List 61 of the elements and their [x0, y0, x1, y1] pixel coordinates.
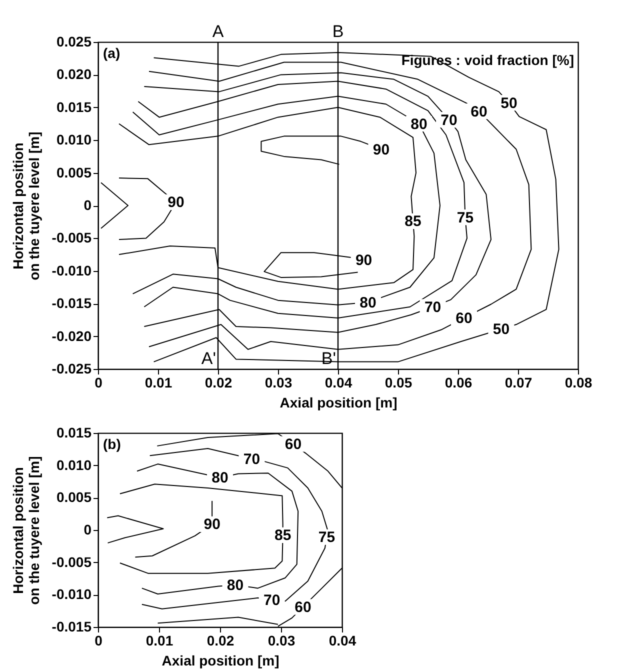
x-tick-label: 0: [94, 374, 103, 390]
annotation: 80: [212, 470, 228, 487]
x-axis-title: Axial position [m]: [280, 394, 398, 410]
x-tick-label: 0: [94, 632, 103, 648]
ref-line-label: A: [212, 22, 224, 41]
annotation: 80: [360, 294, 376, 312]
x-tick-label: 0.03: [264, 374, 292, 390]
y-tick-label: 0.010: [56, 132, 92, 148]
annotation: 80: [410, 116, 428, 133]
y-tick-label: 0.015: [56, 98, 92, 115]
y-tick-label: -0.025: [52, 360, 92, 376]
x-tick-label: 0.03: [268, 632, 296, 648]
x-tick-label: 0.05: [384, 374, 412, 390]
annotation: 90: [204, 516, 220, 534]
x-tick-label: 0.04: [324, 374, 352, 390]
y-tick-label: -0.010: [52, 262, 92, 278]
annotation: A': [201, 349, 216, 368]
annotation: 85: [404, 213, 422, 230]
y-tick-label: 0.020: [56, 66, 92, 82]
x-tick-label: 0.07: [504, 374, 532, 390]
x-tick-label: 0.01: [146, 632, 174, 648]
annotation: 75: [318, 529, 336, 546]
x-tick-label: 0.06: [444, 374, 472, 390]
annotation: 90: [355, 252, 372, 269]
annotation: 90: [168, 194, 184, 212]
y-tick-label: 0.010: [56, 456, 92, 473]
x-tick-label: 0.01: [144, 374, 172, 390]
y-tick-label: -0.010: [52, 586, 92, 602]
x-axis-title: Axial position [m]: [162, 652, 280, 668]
y-tick-label: -0.015: [52, 295, 92, 312]
y-tick-label: 0: [84, 197, 92, 213]
annotation: 85: [274, 527, 292, 544]
y-axis-title: Horizontal position on the tuyere level [m]: [10, 132, 42, 280]
annotation: 75: [456, 209, 474, 226]
y-tick-label: 0.005: [56, 489, 92, 506]
x-tick-label: 0.08: [564, 374, 592, 390]
annotation: 60: [284, 436, 302, 453]
y-tick-label: 0: [84, 522, 92, 538]
annotation: 70: [264, 592, 280, 609]
y-tick-label: 0.025: [56, 34, 92, 50]
x-tick-label: 0.04: [328, 632, 356, 648]
ref-line-label: B: [332, 22, 344, 41]
y-tick-label: -0.005: [52, 230, 92, 246]
y-tick-label: -0.020: [52, 328, 92, 344]
y-tick-label: 0.015: [56, 424, 92, 440]
chart-title: (b): [103, 436, 121, 452]
x-tick-label: 0.02: [206, 632, 234, 648]
annotation: 80: [226, 576, 244, 594]
chart-title: (a): [103, 45, 120, 61]
annotation: 50: [500, 94, 518, 112]
annotation: 60: [294, 598, 312, 616]
y-tick-label: -0.005: [52, 554, 92, 570]
y-tick-label: 0.005: [56, 164, 92, 180]
annotation: 60: [470, 103, 488, 120]
annotation: 50: [492, 321, 510, 338]
annotation: 70: [243, 450, 260, 468]
x-tick-label: 0.02: [204, 374, 232, 390]
annotation: 70: [440, 112, 458, 129]
y-tick-label: -0.015: [52, 618, 92, 634]
y-axis-title: Horizontal position on the tuyere level [m]: [10, 456, 42, 605]
annotation: 90: [372, 141, 390, 158]
